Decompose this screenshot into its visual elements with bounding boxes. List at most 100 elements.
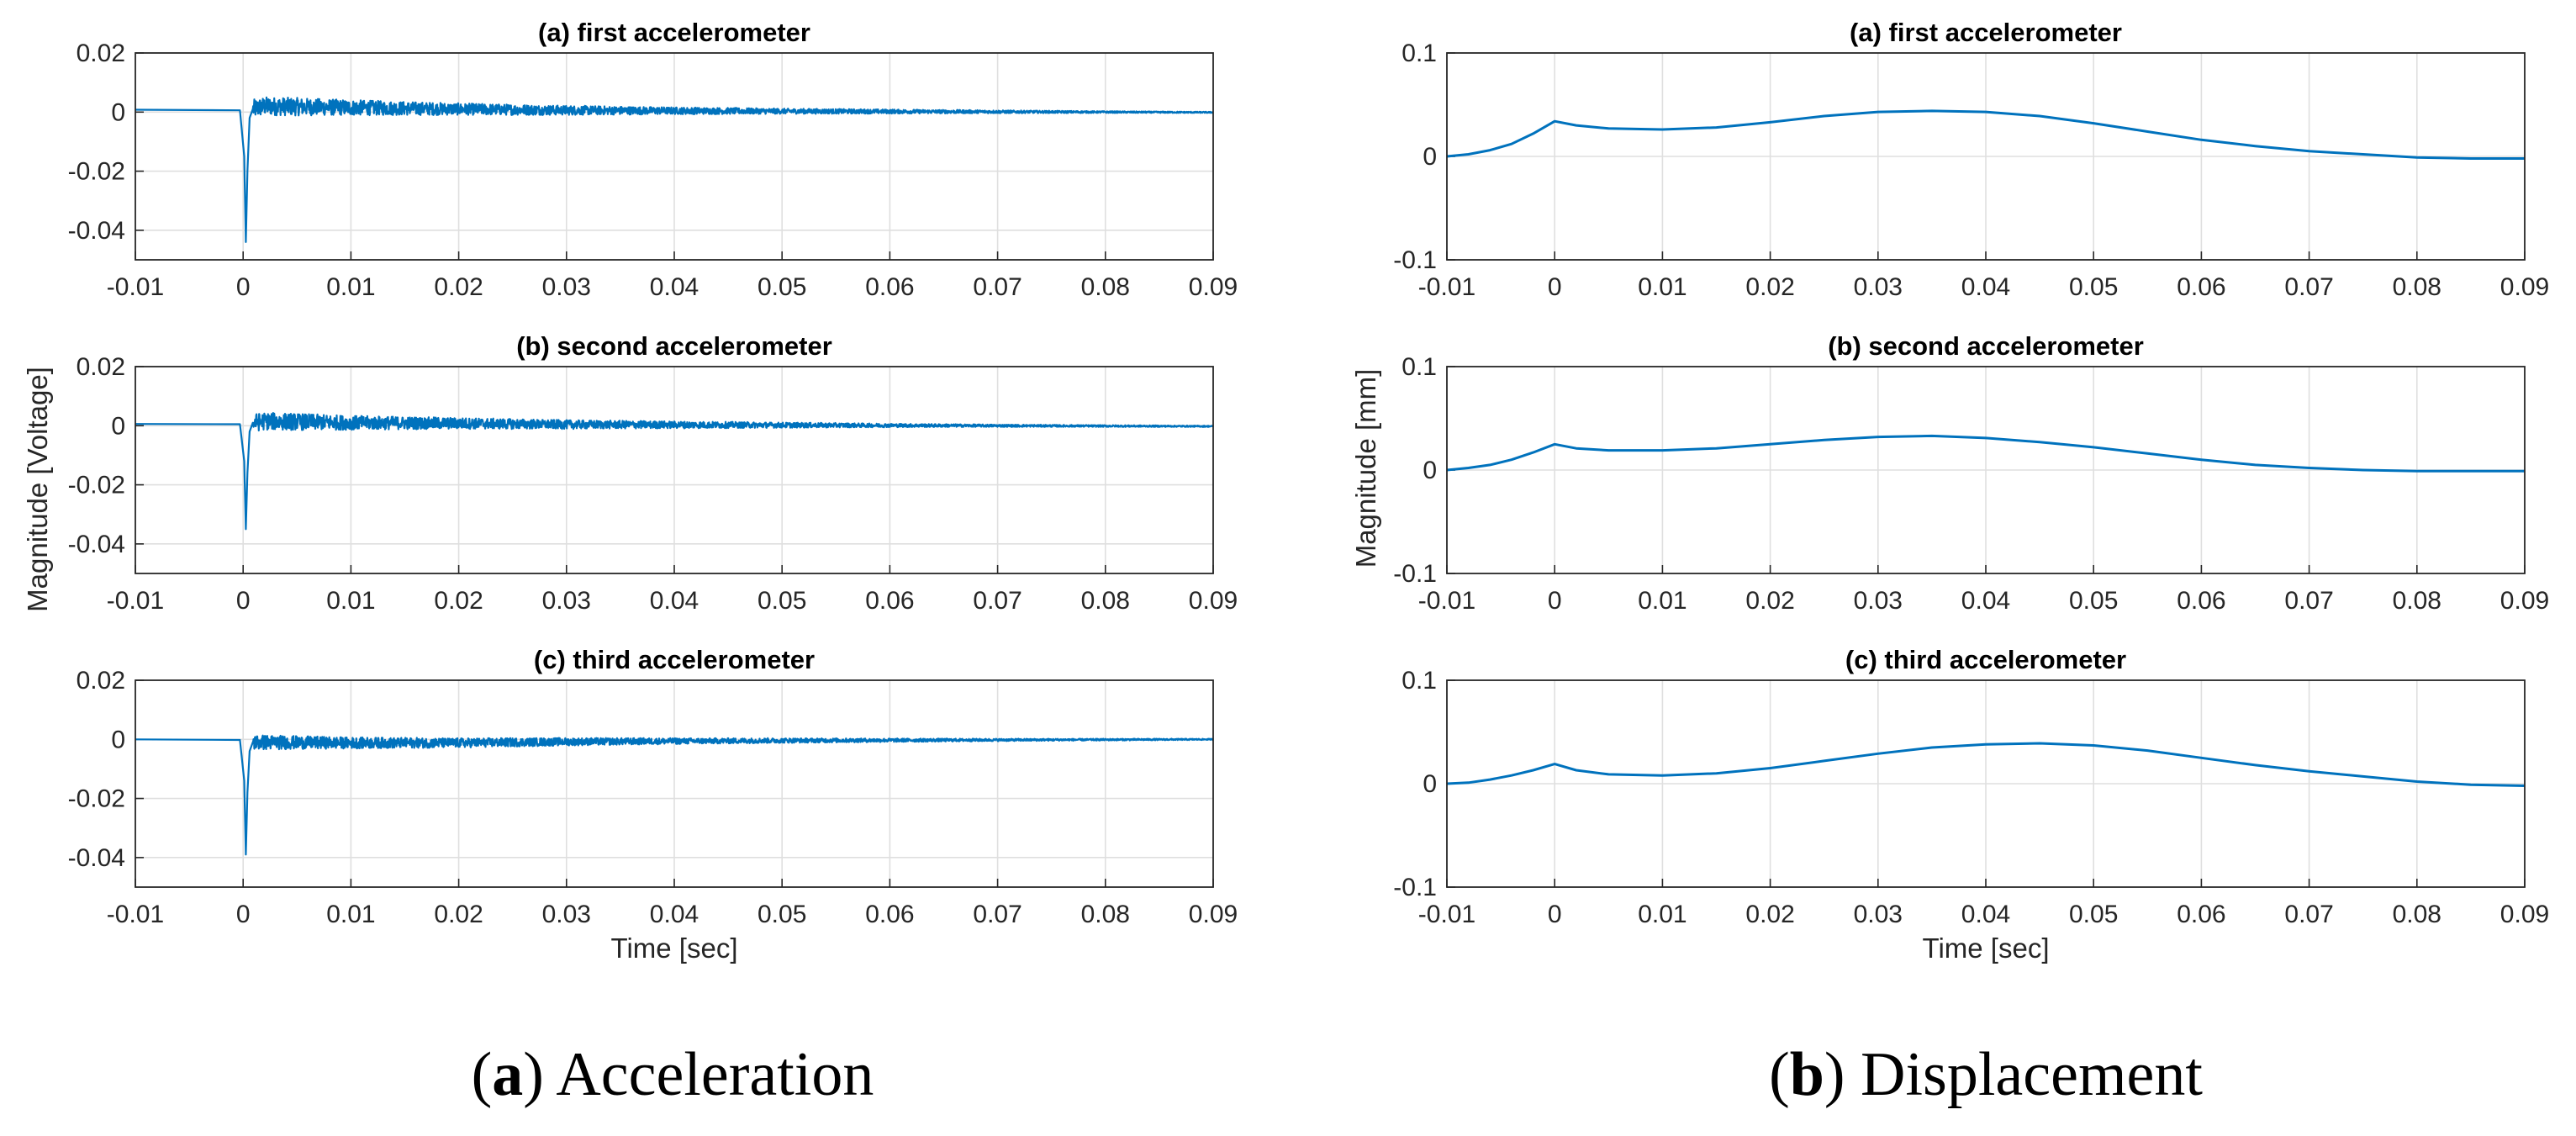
x-tick-label: 0.03: [542, 273, 591, 301]
x-tick-label: 0.03: [1854, 587, 1903, 615]
x-tick-label: 0.04: [1961, 901, 2010, 928]
x-tick-label: 0.09: [1189, 901, 1238, 928]
caption-a-text: Acceleration: [556, 1040, 874, 1109]
y-tick-label: -0.1: [1393, 874, 1437, 901]
x-tick-label: 0.04: [1961, 273, 2010, 301]
x-tick-label: 0.02: [434, 901, 483, 928]
axes-frame: [1446, 679, 2526, 888]
x-tick-label: 0.04: [1961, 587, 2010, 615]
y-tick-label: 0: [111, 412, 125, 440]
y-tick-label: -0.04: [68, 217, 125, 245]
chart-title: (a) first accelerometer: [538, 18, 810, 47]
chart-title: (c) third accelerometer: [534, 645, 815, 674]
x-tick-label: 0.06: [2177, 901, 2225, 928]
axes-frame: [135, 52, 1214, 261]
chart-title: (a) first accelerometer: [1850, 18, 2122, 47]
y-tick-label: -0.04: [68, 531, 125, 558]
y-tick-label: -0.02: [68, 785, 125, 813]
y-tick-label: 0.1: [1401, 40, 1437, 67]
chart-2: -0.01 0 0.01 0.02 0.03 0.04 0.05 0.06 0.07 0.08 0.…: [68, 331, 1238, 615]
caption-b: (b) Displacement: [1769, 1040, 2203, 1109]
x-tick-label: 0.07: [973, 587, 1021, 615]
x-tick-label: 0.02: [1745, 901, 1794, 928]
x-tick-label: 0: [1548, 587, 1562, 615]
x-tick-label: 0.02: [434, 273, 483, 301]
chart-1: -0.01 0 0.01 0.02 0.03 0.04 0.05 0.06 0.07 0.08 0.…: [68, 18, 1238, 301]
y-tick-label: 0.1: [1401, 667, 1437, 695]
x-tick-label: 0.05: [2069, 587, 2118, 615]
axes-frame: [135, 366, 1214, 574]
y-tick-label: 0.1: [1401, 353, 1437, 381]
x-tick-label: 0.03: [1854, 273, 1903, 301]
y-tick-label: 0.02: [77, 40, 125, 67]
y-tick-label: -0.02: [68, 472, 125, 499]
x-tick-label: -0.01: [1418, 273, 1475, 301]
x-tick-label: 0.04: [650, 273, 699, 301]
x-tick-label: 0.08: [2393, 587, 2441, 615]
x-tick-label: 0.09: [2500, 901, 2549, 928]
x-tick-label: 0: [1548, 273, 1562, 301]
x-tick-label: 0: [236, 587, 251, 615]
y-axis-label-right: Magnitude [mm]: [1350, 369, 1381, 568]
x-tick-label: 0: [1548, 901, 1562, 928]
x-tick-label: 0.08: [2393, 273, 2441, 301]
x-tick-label: 0.01: [326, 587, 375, 615]
x-tick-label: 0.06: [2177, 273, 2225, 301]
y-tick-label: -0.1: [1393, 560, 1437, 588]
y-tick-label: -0.02: [68, 158, 125, 186]
series-line: [1446, 109, 2525, 160]
axes-frame: [1446, 52, 2526, 261]
y-tick-label: -0.1: [1393, 246, 1437, 274]
column-a-acceleration: -0.01 0 0.01 0.02 0.03 0.04 0.05 0.06 0.07 0.08 0.…: [22, 18, 1238, 964]
x-tick-label: 0.05: [2069, 273, 2118, 301]
x-axis-label: Time [sec]: [1923, 933, 2050, 964]
x-tick-label: 0.06: [865, 901, 914, 928]
x-tick-label: 0.01: [1638, 273, 1687, 301]
series-line: [1446, 742, 2526, 787]
x-tick-label: -0.01: [1418, 901, 1475, 928]
y-tick-label: 0: [111, 726, 125, 753]
caption-b-text: Displacement: [1861, 1040, 2203, 1109]
x-tick-label: 0.08: [2393, 901, 2441, 928]
x-tick-label: 0: [236, 273, 251, 301]
x-tick-label: 0.01: [326, 273, 375, 301]
y-tick-label: 0: [1423, 143, 1437, 171]
svg-text:(a) Acceleration: (a) Acceleration: [472, 1040, 874, 1109]
chart-title: (b) second accelerometer: [516, 331, 832, 361]
y-tick-label: 0.02: [77, 353, 125, 381]
x-tick-label: 0.03: [542, 587, 591, 615]
x-tick-label: -0.01: [1418, 587, 1475, 615]
x-tick-label: 0.07: [973, 901, 1021, 928]
x-tick-label: 0.07: [2284, 587, 2333, 615]
x-tick-label: 0.01: [1638, 587, 1687, 615]
y-axis-label-left: Magnitude [Voltage]: [22, 367, 53, 612]
x-tick-label: 0.06: [865, 273, 914, 301]
x-tick-label: -0.01: [107, 273, 164, 301]
x-tick-label: 0.01: [326, 901, 375, 928]
x-tick-label: 0.07: [2284, 901, 2333, 928]
y-tick-label: 0: [111, 98, 125, 126]
svg-text:(b) Displacement: (b) Displacement: [1769, 1040, 2203, 1109]
x-tick-label: 0.03: [1854, 901, 1903, 928]
series-line: [135, 734, 1214, 856]
x-tick-label: 0.05: [757, 901, 806, 928]
chart-title: (c) third accelerometer: [1845, 645, 2126, 674]
chart-title: (b) second accelerometer: [1828, 331, 2144, 361]
x-tick-label: 0.07: [2284, 273, 2333, 301]
x-tick-label: 0.09: [1189, 273, 1238, 301]
column-b-displacement: -0.01 0 0.01 0.02 0.03 0.04 0.05 0.06 0.07 0.08 0.…: [1350, 18, 2549, 964]
x-tick-label: 0.05: [2069, 901, 2118, 928]
chart-6: -0.01 0 0.01 0.02 0.03 0.04 0.05 0.06 0.07 0.08 0.…: [1393, 645, 2549, 964]
x-tick-label: 0.08: [1081, 587, 1130, 615]
axes-frame: [1446, 366, 2526, 574]
caption-b-letter: b: [1790, 1040, 1824, 1109]
x-tick-label: 0.03: [542, 901, 591, 928]
y-tick-label: 0: [1423, 457, 1437, 484]
x-tick-label: 0.02: [1745, 273, 1794, 301]
x-tick-label: 0.02: [434, 587, 483, 615]
x-tick-label: -0.01: [107, 901, 164, 928]
caption-a-letter: a: [492, 1040, 523, 1109]
x-tick-label: -0.01: [107, 587, 164, 615]
y-tick-label: 0.02: [77, 667, 125, 695]
